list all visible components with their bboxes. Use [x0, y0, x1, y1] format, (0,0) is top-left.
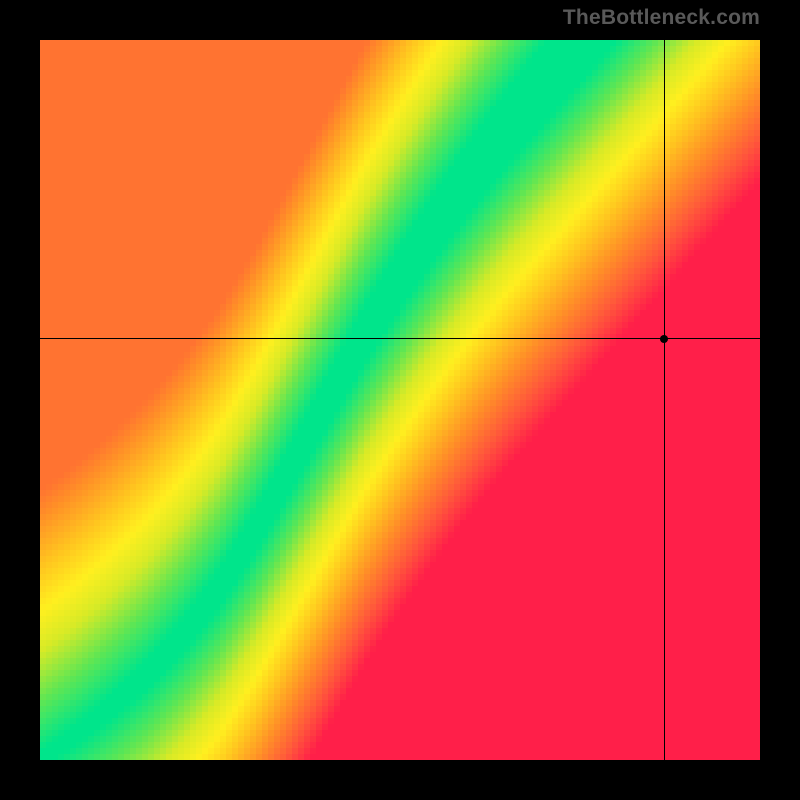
chart-container: { "watermark": { "text": "TheBottleneck.… [0, 0, 800, 800]
watermark-text: TheBottleneck.com [563, 6, 760, 30]
crosshair-vertical [664, 40, 665, 760]
crosshair-marker [660, 335, 668, 343]
crosshair-horizontal [40, 338, 760, 339]
bottleneck-heatmap [0, 0, 800, 800]
